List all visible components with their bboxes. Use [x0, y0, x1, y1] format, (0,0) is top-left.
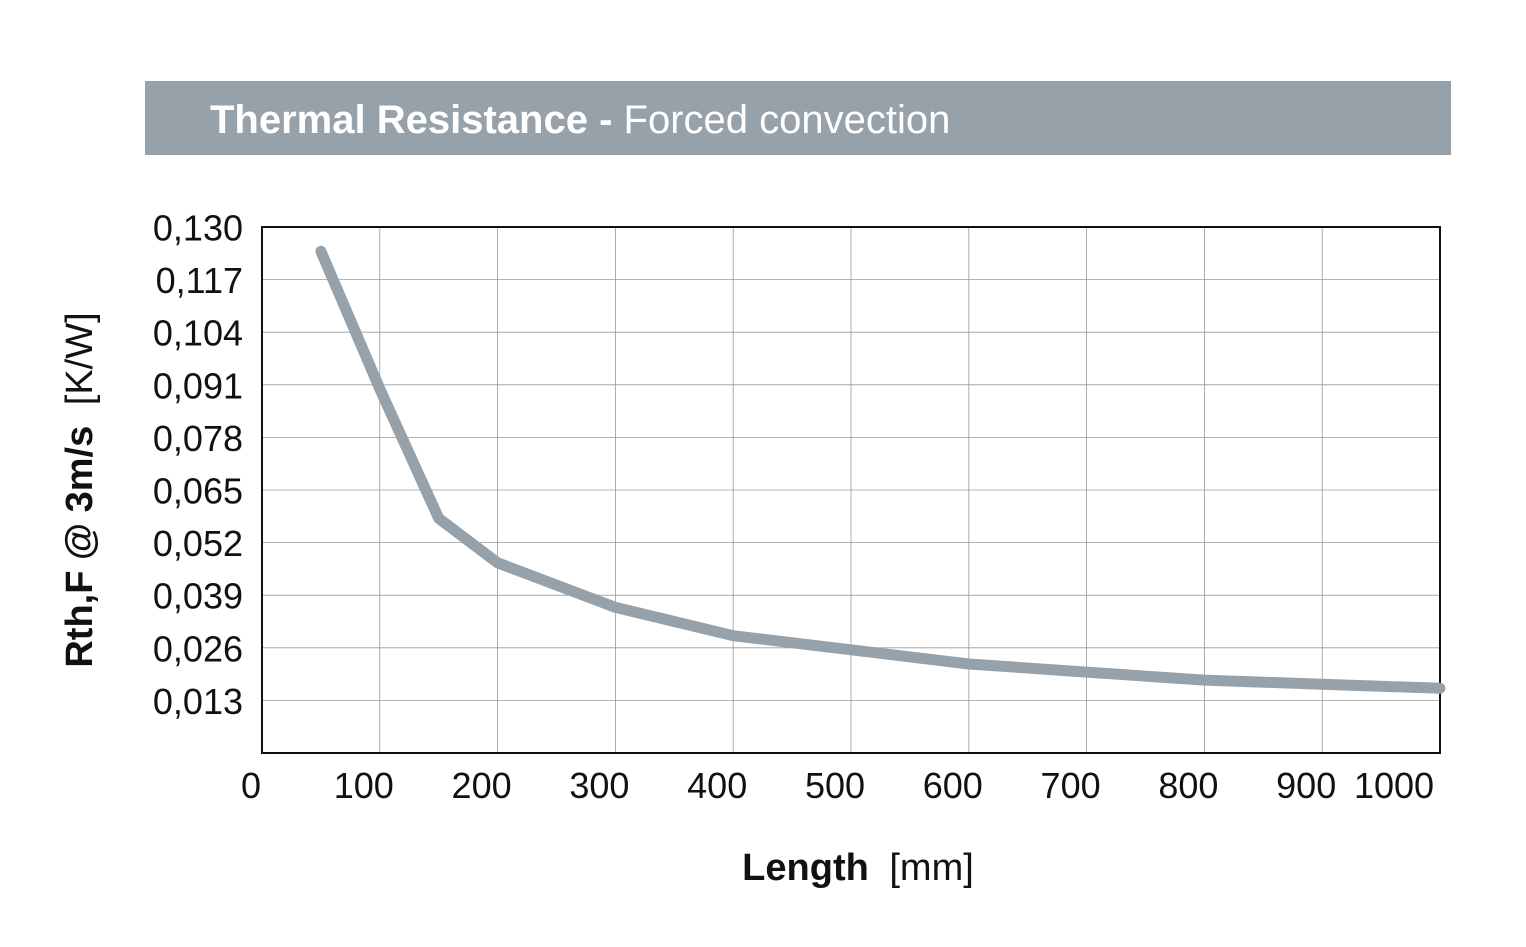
x-tick-label: 500: [805, 765, 865, 806]
y-tick-label: 0,013: [153, 681, 243, 722]
grid-lines: [262, 227, 1440, 753]
y-axis-title-bold: Rth,F @ 3m/s: [59, 426, 101, 668]
chart-title-bar: Thermal Resistance - Forced convection: [145, 81, 1451, 155]
chart-title-bold: Thermal Resistance -: [210, 98, 613, 142]
chart-title-light: Forced convection: [623, 98, 951, 142]
x-axis-title-bold: Length: [742, 847, 869, 889]
x-tick-labels: 0 100 200 300 400 500 600 700 800 900 1000: [241, 765, 1434, 806]
series-group: [315, 245, 1446, 694]
x-axis-title: Length [mm]: [742, 847, 974, 889]
y-tick-label: 0,078: [153, 418, 243, 459]
x-tick-label: 700: [1041, 765, 1101, 806]
x-tick-label: 200: [452, 765, 512, 806]
y-tick-label: 0,091: [153, 365, 243, 406]
plot-frame: [261, 226, 1441, 754]
y-axis-title-unit: [K/W]: [59, 312, 101, 405]
x-tick-label: 1000: [1354, 765, 1434, 806]
y-tick-label: 0,104: [153, 313, 243, 354]
x-tick-label: 100: [334, 765, 394, 806]
x-tick-label: 900: [1276, 765, 1336, 806]
y-tick-label: 0,130: [153, 208, 243, 249]
y-tick-label: 0,052: [153, 523, 243, 564]
series-line: [315, 245, 1446, 694]
x-tick-label: 800: [1158, 765, 1218, 806]
y-tick-labels: 0,013 0,026 0,039 0,052 0,065 0,078 0,091 0,104…: [153, 208, 243, 722]
x-tick-label: 0: [241, 765, 261, 806]
y-tick-label: 0,065: [153, 471, 243, 512]
y-axis-title: Rth,F @ 3m/s [K/W]: [59, 312, 101, 667]
x-tick-label: 300: [569, 765, 629, 806]
x-tick-label: 600: [923, 765, 983, 806]
y-tick-label: 0,117: [156, 260, 243, 301]
x-axis-title-unit: [mm]: [889, 847, 973, 889]
y-tick-label: 0,039: [153, 576, 243, 617]
y-tick-label: 0,026: [153, 628, 243, 669]
x-tick-label: 400: [687, 765, 747, 806]
